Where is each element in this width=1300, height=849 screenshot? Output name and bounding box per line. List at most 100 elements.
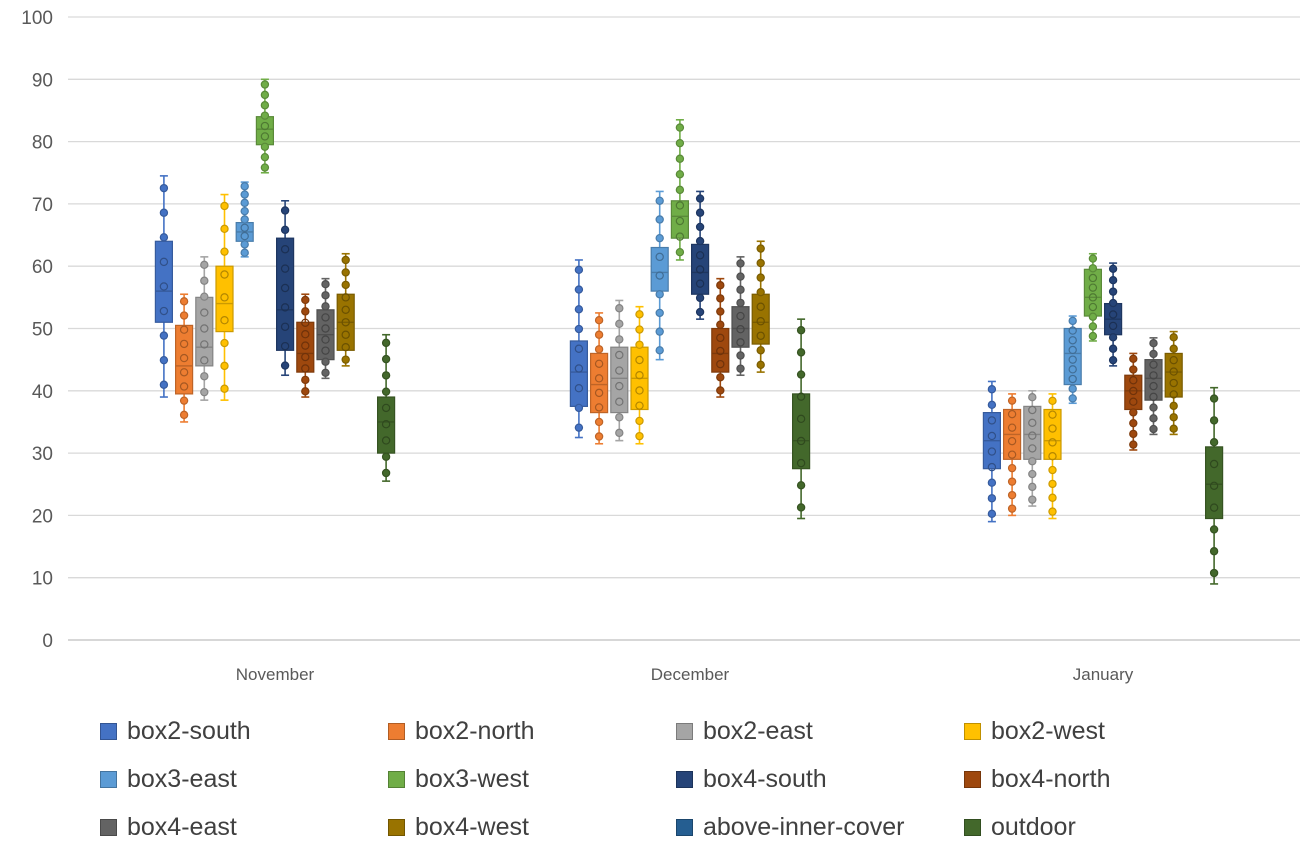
box-iqr <box>1083 268 1103 317</box>
data-point <box>574 324 584 334</box>
data-point <box>220 247 229 256</box>
data-point <box>716 346 725 356</box>
data-point <box>574 423 584 432</box>
data-point <box>695 279 705 288</box>
data-point <box>1209 416 1219 425</box>
y-tick-label: 20 <box>32 506 53 527</box>
data-point <box>987 416 997 425</box>
legend-label: box3-east <box>127 764 237 793</box>
data-point <box>1028 393 1037 402</box>
data-point <box>159 355 169 365</box>
legend-swatch <box>388 722 405 740</box>
data-point <box>260 111 270 120</box>
data-point <box>987 431 997 441</box>
data-point <box>200 372 209 381</box>
data-point <box>179 339 189 349</box>
data-point <box>1007 423 1017 432</box>
data-point <box>1169 367 1178 376</box>
data-point <box>655 290 664 299</box>
data-point <box>1169 378 1178 388</box>
data-point <box>321 335 330 344</box>
box-box3-east <box>235 181 254 258</box>
data-point <box>1169 390 1178 399</box>
box-box2-east <box>1023 389 1042 507</box>
box-outdoor <box>1204 386 1224 585</box>
data-point <box>695 293 705 303</box>
data-point <box>1007 409 1017 419</box>
data-point <box>301 375 310 385</box>
data-point <box>1169 401 1178 411</box>
data-point <box>695 236 705 246</box>
box-outdoor <box>377 333 396 482</box>
data-point <box>736 285 745 294</box>
legend: box2-south box2-north box2-east box2-west bo… <box>100 714 1290 844</box>
data-point <box>574 364 584 373</box>
data-point <box>1088 312 1098 321</box>
y-tick-label: 30 <box>32 444 53 465</box>
data-point <box>1129 365 1138 374</box>
legend-item-box2-west: box2-west <box>964 714 1252 748</box>
data-point <box>220 270 229 279</box>
data-point <box>1068 326 1077 335</box>
x-category-label: January <box>1073 665 1134 684</box>
data-point <box>1068 384 1077 393</box>
data-point <box>301 295 310 305</box>
data-point <box>1048 507 1057 516</box>
y-tick-label: 80 <box>32 133 53 154</box>
legend-item-box4-west: box4-west <box>388 810 676 844</box>
data-point <box>280 206 290 215</box>
data-point <box>159 282 169 291</box>
data-point <box>655 327 664 336</box>
data-point <box>1068 365 1077 374</box>
data-point <box>220 201 229 211</box>
data-point <box>1068 374 1077 384</box>
data-point <box>280 361 290 370</box>
legend-label: box4-east <box>127 812 237 841</box>
data-point <box>381 452 391 461</box>
legend-label: box2-south <box>127 716 251 745</box>
data-point <box>1068 336 1077 345</box>
data-point <box>260 90 270 100</box>
data-point <box>675 170 685 179</box>
box-iqr <box>154 240 173 323</box>
data-point <box>1108 298 1118 308</box>
data-point <box>301 387 310 396</box>
data-point <box>321 313 330 322</box>
box-iqr <box>1144 359 1163 401</box>
legend-item-outdoor: outdoor <box>964 810 1252 844</box>
data-point <box>280 303 290 312</box>
data-point <box>675 185 685 195</box>
data-point <box>1028 405 1037 415</box>
data-point <box>1129 376 1138 385</box>
data-point <box>341 280 350 290</box>
data-point <box>240 240 249 249</box>
data-point <box>635 325 644 334</box>
data-point <box>179 353 189 363</box>
data-point <box>635 401 644 410</box>
data-point <box>1068 355 1077 364</box>
box-box3-west <box>1083 252 1103 342</box>
data-point <box>1088 331 1098 341</box>
data-point <box>240 223 249 232</box>
legend-label: box4-north <box>991 764 1111 793</box>
data-point <box>301 307 310 316</box>
data-point <box>179 410 189 420</box>
data-point <box>1169 424 1178 433</box>
box-iqr <box>610 346 629 414</box>
y-tick-label: 40 <box>32 382 53 403</box>
data-point <box>987 462 997 472</box>
box-series <box>154 78 1224 585</box>
data-point <box>1209 547 1219 556</box>
data-point <box>381 387 391 396</box>
data-point <box>240 206 249 216</box>
data-point <box>159 257 169 267</box>
box-box2-south <box>982 380 1002 523</box>
data-point <box>260 101 270 110</box>
data-point <box>1169 344 1178 353</box>
data-point <box>695 222 705 232</box>
data-point <box>1108 355 1118 365</box>
y-tick-label: 90 <box>32 70 53 91</box>
data-point <box>1149 414 1158 423</box>
box-iqr <box>1043 408 1062 460</box>
data-point <box>736 272 745 281</box>
